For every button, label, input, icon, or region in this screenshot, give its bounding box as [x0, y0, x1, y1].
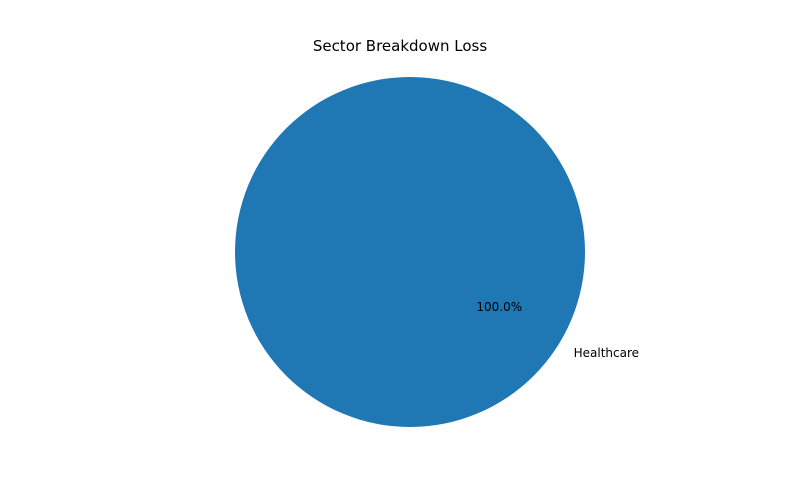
slice-label: Healthcare	[574, 346, 639, 360]
pie-labels: Healthcare 100.0%	[476, 300, 639, 360]
percent-label: 100.0%	[476, 300, 522, 314]
pie-slices	[235, 77, 585, 427]
chart-title: Sector Breakdown Loss	[313, 37, 488, 55]
pie-slice-healthcare	[235, 77, 585, 427]
